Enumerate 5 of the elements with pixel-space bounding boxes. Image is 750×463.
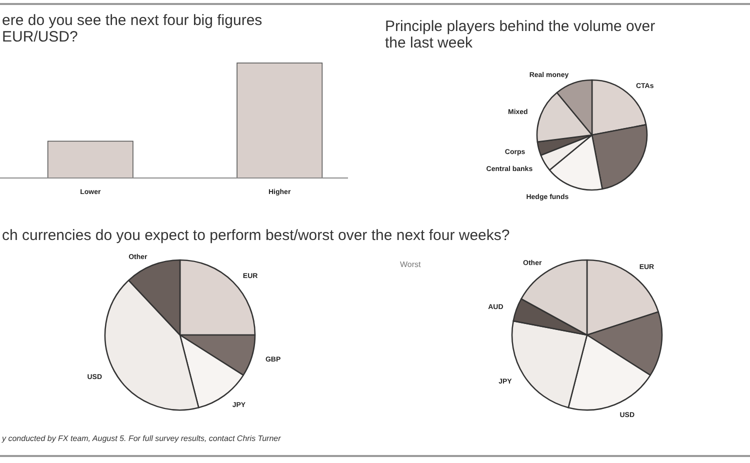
chart-title: Principle players behind the volume over the last week: [385, 18, 656, 52]
text: y conducted by FX team, August 5. For full survey results, contact Chris Turner: [1, 434, 282, 443]
text: Worst: [400, 260, 422, 269]
chart-title: ere do you see the next four big figures EUR/USD?: [2, 12, 262, 46]
chart-title: ch currencies do you expect to perform best/worst over the next four weeks?: [2, 227, 510, 244]
